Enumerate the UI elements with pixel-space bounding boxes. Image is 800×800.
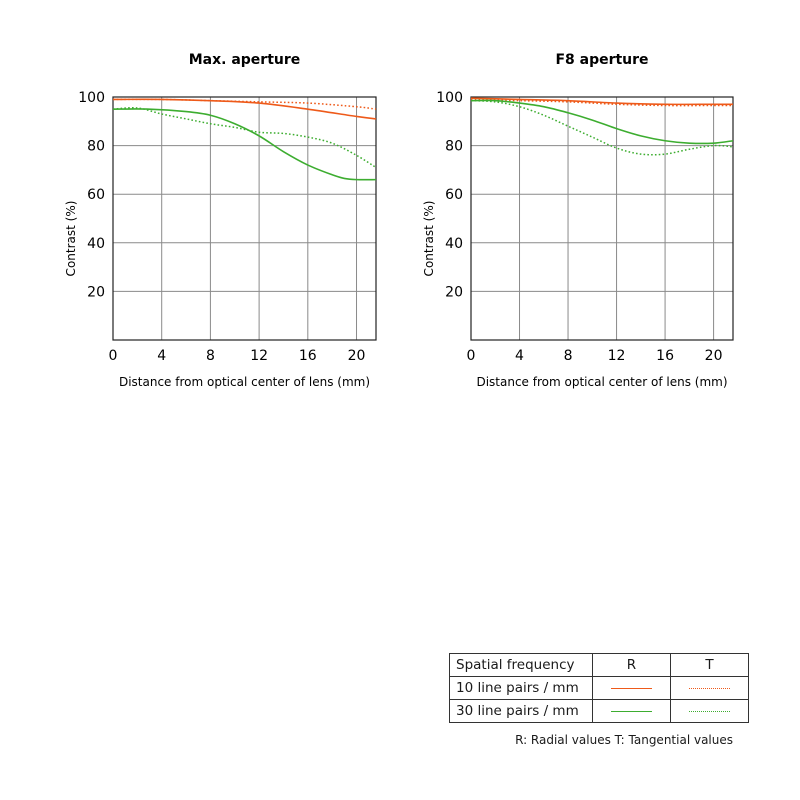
y-tick-label: 60 [87,187,105,203]
y-tick-label: 40 [87,236,105,252]
x-tick-label: 16 [299,348,317,364]
x-tick-label: 4 [157,348,166,364]
legend-col-r: R [592,653,671,677]
legend-row-30lp: 30 line pairs / mm [449,699,593,723]
series-line [470,99,734,145]
x-axis-label: Distance from optical center of lens (mm… [119,375,370,389]
x-tick-label: 20 [348,348,366,364]
legend-row-10lp: 10 line pairs / mm [449,676,593,700]
y-tick-label: 80 [87,139,105,155]
x-tick-label: 4 [515,348,524,364]
y-tick-label: 80 [445,139,463,155]
chart-2: F8 aperture 0 4 8 12 16 20 20 40 60 80 100 Distance … [422,52,734,389]
y-tick-label: 40 [445,236,463,252]
series-line [112,98,377,120]
x-tick-label: 0 [109,348,118,364]
legend-header: Spatial frequency [449,653,593,677]
legend-swatch-10-t [670,676,749,700]
x-tick-label: 16 [656,348,674,364]
y-axis-label: Contrast (%) [64,201,78,277]
series-line [112,107,377,169]
legend-swatch-30-t [670,699,749,723]
x-tick-label: 12 [608,348,626,364]
x-tick-label: 20 [705,348,723,364]
y-tick-label: 20 [87,284,105,300]
x-tick-label: 12 [250,348,268,364]
chart-title: Max. aperture [189,52,301,68]
series-line [112,98,377,110]
legend-table: Spatial frequency R T 10 line pairs / mm… [449,653,749,723]
y-tick-label: 20 [445,284,463,300]
legend-footnote: R: Radial values T: Tangential values [515,733,733,747]
series-line [112,108,377,181]
x-axis-label: Distance from optical center of lens (mm… [476,375,727,389]
x-tick-label: 8 [206,348,215,364]
chart-title: F8 aperture [555,52,648,68]
series-line [470,99,734,156]
y-tick-label: 100 [436,90,463,106]
legend-col-t: T [670,653,749,677]
y-axis-label: Contrast (%) [422,201,436,277]
y-tick-label: 60 [445,187,463,203]
series-line [470,97,733,106]
y-tick-label: 100 [78,90,105,106]
plot-frame [112,96,377,341]
x-tick-label: 0 [467,348,476,364]
legend-swatch-10-r [592,676,671,700]
chart-1: Max. aperture 0 4 8 12 16 20 20 40 60 80 100 Distanc… [64,52,377,389]
plot-frame [470,96,734,341]
legend-swatch-30-r [592,699,671,723]
x-tick-label: 8 [564,348,573,364]
series-line [470,98,733,107]
